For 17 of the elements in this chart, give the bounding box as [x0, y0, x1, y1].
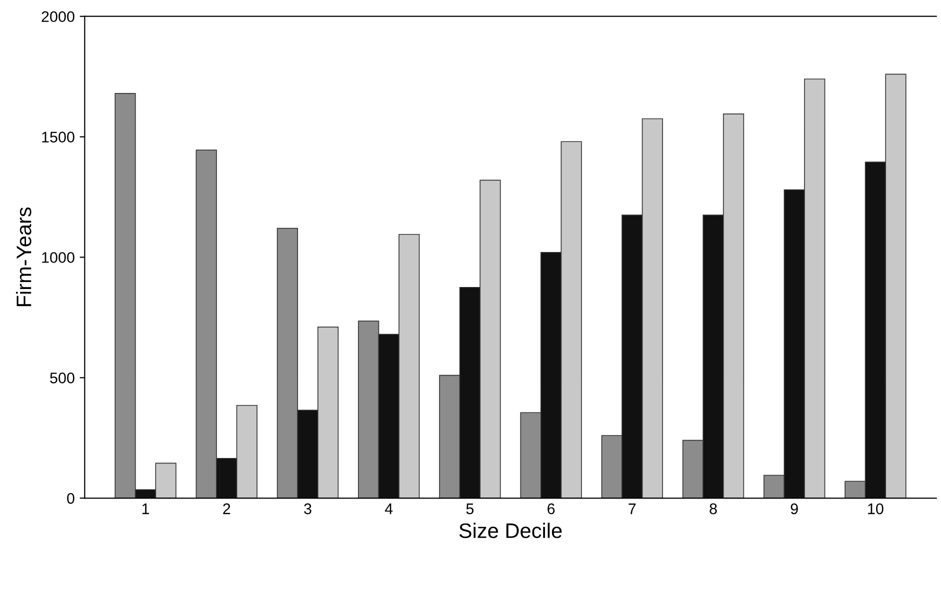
x-tick-label: 1	[142, 504, 150, 514]
y-tick-label: 500	[50, 372, 74, 384]
y-tick-label: 1500	[42, 132, 74, 142]
y-axis-title: Firm-Years	[16, 207, 32, 306]
x-tick-label: 2	[223, 503, 230, 514]
y-tick-label: 2000	[42, 11, 74, 22]
y-tick-label: 0	[67, 493, 74, 504]
x-tick-label: 6	[548, 503, 555, 514]
x-tick-label: 5	[466, 504, 474, 514]
y-tick-label: 1000	[42, 252, 74, 263]
x-tick-label: 10	[868, 503, 884, 514]
x-tick-label: 9	[790, 503, 798, 514]
x-tick-label: 7	[628, 504, 636, 514]
x-tick-label: 8	[710, 503, 717, 514]
x-axis-title: Size Decile	[459, 522, 562, 538]
x-tick-label: 4	[384, 504, 393, 514]
x-tick-label: 3	[304, 503, 312, 514]
